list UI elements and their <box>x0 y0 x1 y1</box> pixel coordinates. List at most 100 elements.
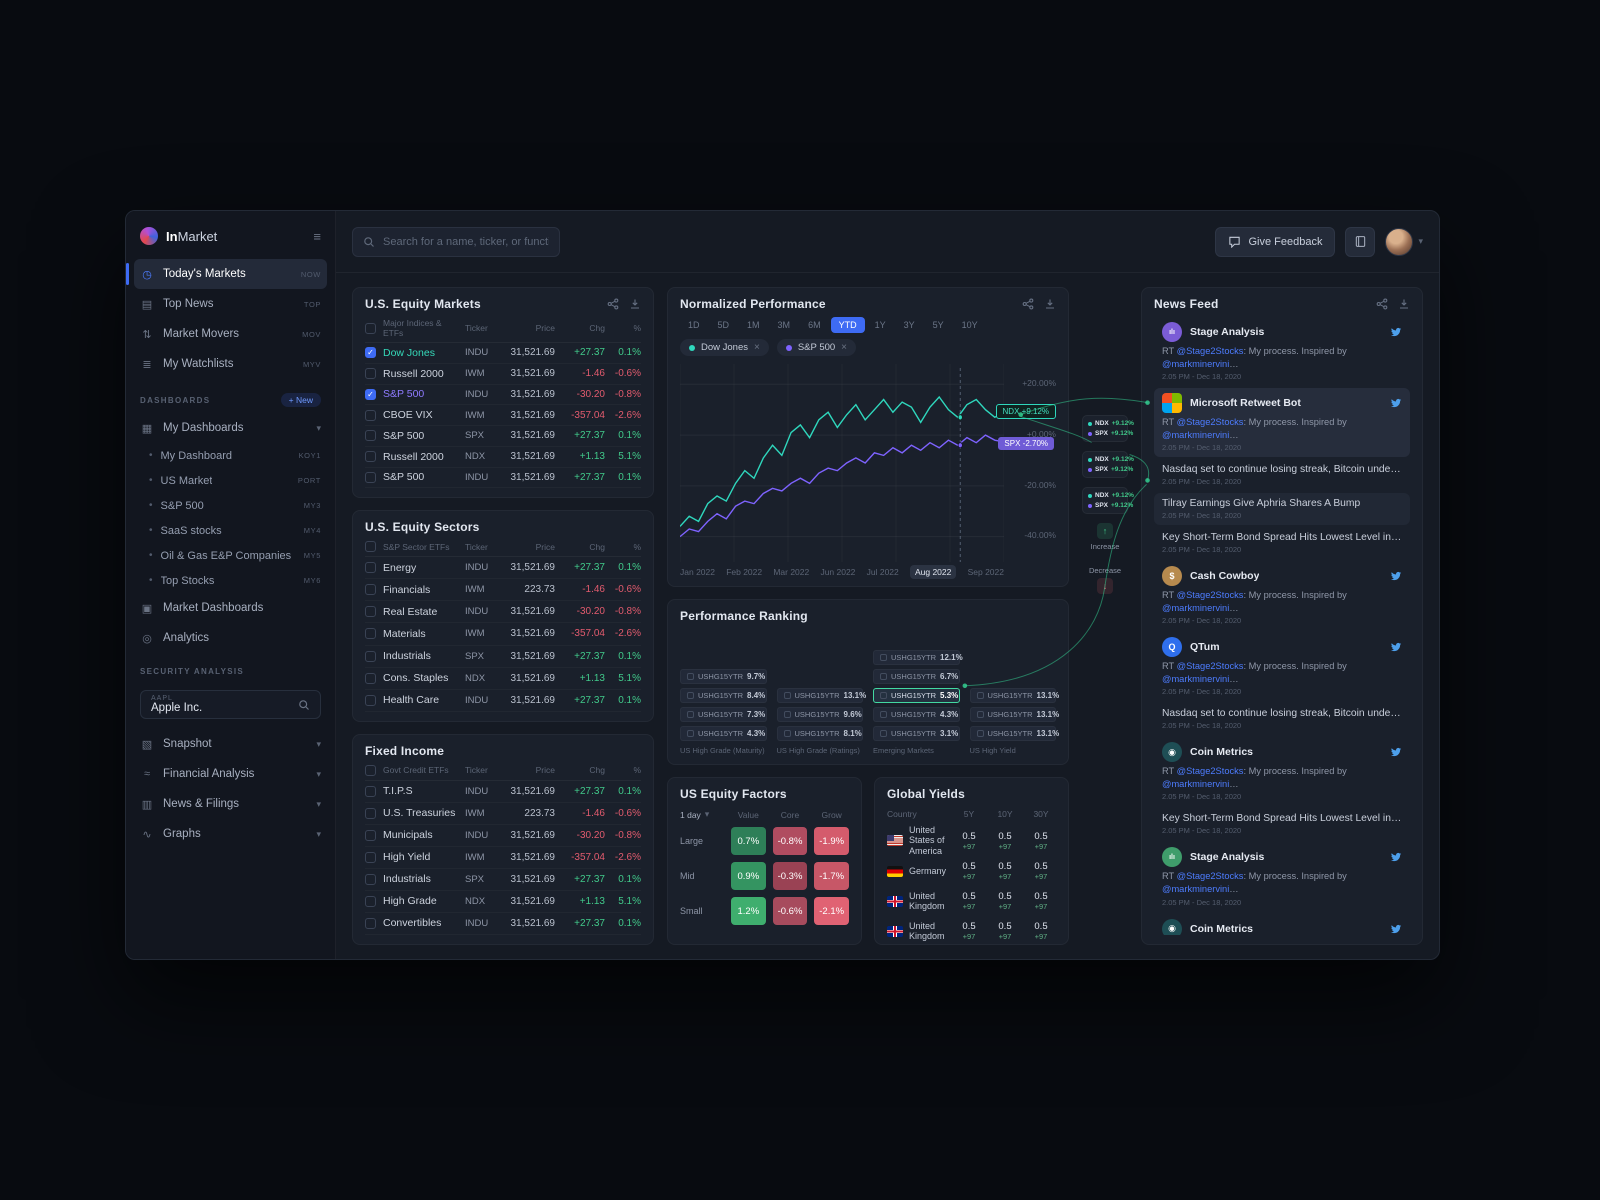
table-row[interactable]: Health Care INDU 31,521.69 +27.37 0.1% <box>365 690 641 712</box>
range-tab[interactable]: 1D <box>680 317 708 333</box>
row-checkbox[interactable] <box>365 368 376 380</box>
badge-checkbox[interactable] <box>687 730 694 737</box>
series-chip[interactable]: S&P 500 <box>776 339 857 356</box>
ranking-badge[interactable]: USHG15YTR 13.1% <box>969 707 1059 722</box>
mention-link[interactable]: @markminervini <box>1162 884 1230 895</box>
row-checkbox[interactable] <box>365 807 376 819</box>
table-row[interactable]: Materials IWM 31,521.69 -357.04 -2.6% <box>365 623 641 645</box>
user-menu[interactable] <box>1385 227 1423 256</box>
mention-link[interactable]: @Stage2Stocks <box>1176 871 1244 882</box>
new-dashboard-button[interactable]: + New <box>280 393 321 407</box>
chevron-down-icon[interactable] <box>316 829 321 840</box>
sidebar-item-my-dashboards[interactable]: My Dashboards <box>134 413 327 443</box>
news-item[interactable]: RT @Stage2Stocks: My process. Inspired b… <box>1154 527 1410 559</box>
series-chip[interactable]: Dow Jones <box>680 339 769 356</box>
ranking-badge[interactable]: USHG15YTR 13.1% <box>969 688 1059 703</box>
sidebar-item[interactable]: Top News TOP <box>134 289 327 319</box>
news-item[interactable]: RT @Stage2Stocks: My process. Inspired b… <box>1154 808 1410 840</box>
row-checkbox[interactable] <box>365 873 376 885</box>
table-row[interactable]: S&P 500 INDU 31,521.69 -30.20 -0.8% <box>365 385 641 406</box>
news-item[interactable]: Stage Analysis RT @Stage2Stocks: My proc… <box>1154 842 1410 911</box>
badge-checkbox[interactable] <box>687 692 694 699</box>
badge-checkbox[interactable] <box>687 673 694 680</box>
table-row[interactable]: Dow Jones INDU 31,521.69 +27.37 0.1% <box>365 343 641 364</box>
share-icon[interactable] <box>607 298 619 310</box>
row-checkbox[interactable] <box>365 388 376 400</box>
row-checkbox[interactable] <box>365 628 376 640</box>
mention-link[interactable]: @markminervini <box>1162 429 1230 440</box>
table-row[interactable]: Industrials SPX 31,521.69 +27.37 0.1% <box>365 869 641 891</box>
sidebar-item[interactable]: Analytics <box>134 623 327 653</box>
badge-checkbox[interactable] <box>783 711 791 718</box>
row-checkbox[interactable] <box>365 917 376 929</box>
sidebar-collapse-icon[interactable] <box>313 229 321 244</box>
chart-area[interactable]: +20.00% +0.00% -20.00% -40.00% NDX +9.12% S… <box>680 364 1056 562</box>
range-tab[interactable]: 6M <box>800 317 829 333</box>
ranking-badge[interactable]: USHG15YTR 4.3% <box>680 726 767 741</box>
twitter-icon[interactable] <box>1390 397 1402 409</box>
table-row[interactable]: S&P 500 SPX 31,521.69 +27.37 0.1% <box>365 426 641 447</box>
mention-link[interactable]: @Stage2Stocks <box>1176 661 1244 672</box>
twitter-icon[interactable] <box>1390 923 1402 935</box>
range-tab[interactable]: 5Y <box>925 317 952 333</box>
table-row[interactable]: Russell 2000 NDX 31,521.69 +1.13 5.1% <box>365 447 641 468</box>
table-row[interactable]: Energy INDU 31,521.69 +27.37 0.1% <box>365 557 641 579</box>
table-row[interactable]: S&P 500 INDU 31,521.69 +27.37 0.1% <box>365 468 641 489</box>
row-checkbox[interactable] <box>365 785 376 797</box>
twitter-icon[interactable] <box>1390 641 1402 653</box>
row-checkbox[interactable] <box>365 584 376 596</box>
search-input[interactable] <box>383 235 549 248</box>
table-row[interactable]: Russell 2000 IWM 31,521.69 -1.46 -0.6% <box>365 364 641 385</box>
badge-checkbox[interactable] <box>976 692 984 699</box>
table-row[interactable]: Financials IWM 223.73 -1.46 -0.6% <box>365 579 641 601</box>
share-icon[interactable] <box>1376 298 1388 310</box>
dashboard-subitem[interactable]: SaaS stocks MY4 <box>134 518 327 543</box>
dashboard-subitem[interactable]: Oil & Gas E&P Companies MY5 <box>134 543 327 568</box>
news-item[interactable]: QTum RT @Stage2Stocks: My process. Inspi… <box>1154 632 1410 701</box>
range-tab[interactable]: 3Y <box>896 317 923 333</box>
sidebar-item[interactable]: Market Movers MOV <box>134 319 327 349</box>
row-checkbox[interactable] <box>365 672 376 684</box>
dashboard-subitem[interactable]: Top Stocks MY6 <box>134 568 327 593</box>
range-tab[interactable]: 1M <box>739 317 768 333</box>
sidebar-item[interactable]: News & Filings <box>134 789 327 819</box>
twitter-icon[interactable] <box>1390 851 1402 863</box>
badge-checkbox[interactable] <box>687 711 694 718</box>
table-row[interactable]: Cons. Staples NDX 31,521.69 +1.13 5.1% <box>365 668 641 690</box>
period-dropdown[interactable]: 1 day <box>680 809 724 820</box>
row-checkbox[interactable] <box>365 409 376 421</box>
ranking-badge[interactable]: USHG15YTR 8.4% <box>680 688 767 703</box>
chevron-down-icon[interactable] <box>316 739 321 750</box>
dashboard-subitem[interactable]: US Market PORT <box>134 468 327 493</box>
dashboard-subitem[interactable]: My Dashboard KOY1 <box>134 443 327 468</box>
sidebar-item[interactable]: Today's Markets NOW <box>126 259 327 289</box>
remove-chip-icon[interactable] <box>841 342 847 353</box>
table-row[interactable]: U.S. Treasuries IWM 223.73 -1.46 -0.6% <box>365 803 641 825</box>
table-row[interactable]: Industrials SPX 31,521.69 +27.37 0.1% <box>365 646 641 668</box>
table-row[interactable]: Municipals INDU 31,521.69 -30.20 -0.8% <box>365 825 641 847</box>
ranking-badge[interactable]: USHG15YTR 9.6% <box>776 707 863 722</box>
table-row[interactable]: T.I.P.S INDU 31,521.69 +27.37 0.1% <box>365 781 641 803</box>
select-all-checkbox[interactable] <box>365 764 376 776</box>
badge-checkbox[interactable] <box>880 654 887 661</box>
chevron-down-icon[interactable] <box>316 423 321 434</box>
twitter-icon[interactable] <box>1390 570 1402 582</box>
download-icon[interactable] <box>1398 298 1410 310</box>
row-checkbox[interactable] <box>365 347 376 359</box>
twitter-icon[interactable] <box>1390 326 1402 338</box>
global-search[interactable] <box>352 226 560 257</box>
give-feedback-button[interactable]: Give Feedback <box>1215 226 1336 257</box>
ranking-badge[interactable]: USHG15YTR 13.1% <box>969 726 1059 741</box>
sidebar-item[interactable]: My Watchlists MYV <box>134 349 327 379</box>
select-all-checkbox[interactable] <box>365 541 376 553</box>
mention-link[interactable]: @markminervini <box>1162 778 1230 789</box>
mention-link[interactable]: @Stage2Stocks <box>1176 590 1244 601</box>
mention-link[interactable]: @Stage2Stocks <box>1176 766 1244 777</box>
ranking-badge[interactable]: USHG15YTR 6.7% <box>873 669 960 684</box>
row-checkbox[interactable] <box>365 451 376 463</box>
ranking-badge[interactable]: USHG15YTR 13.1% <box>776 688 866 703</box>
dashboard-subitem[interactable]: S&P 500 MY3 <box>134 493 327 518</box>
ranking-badge[interactable]: USHG15YTR 7.3% <box>680 707 767 722</box>
ranking-badge[interactable]: USHG15YTR 8.1% <box>776 726 863 741</box>
journal-button[interactable] <box>1345 226 1376 257</box>
